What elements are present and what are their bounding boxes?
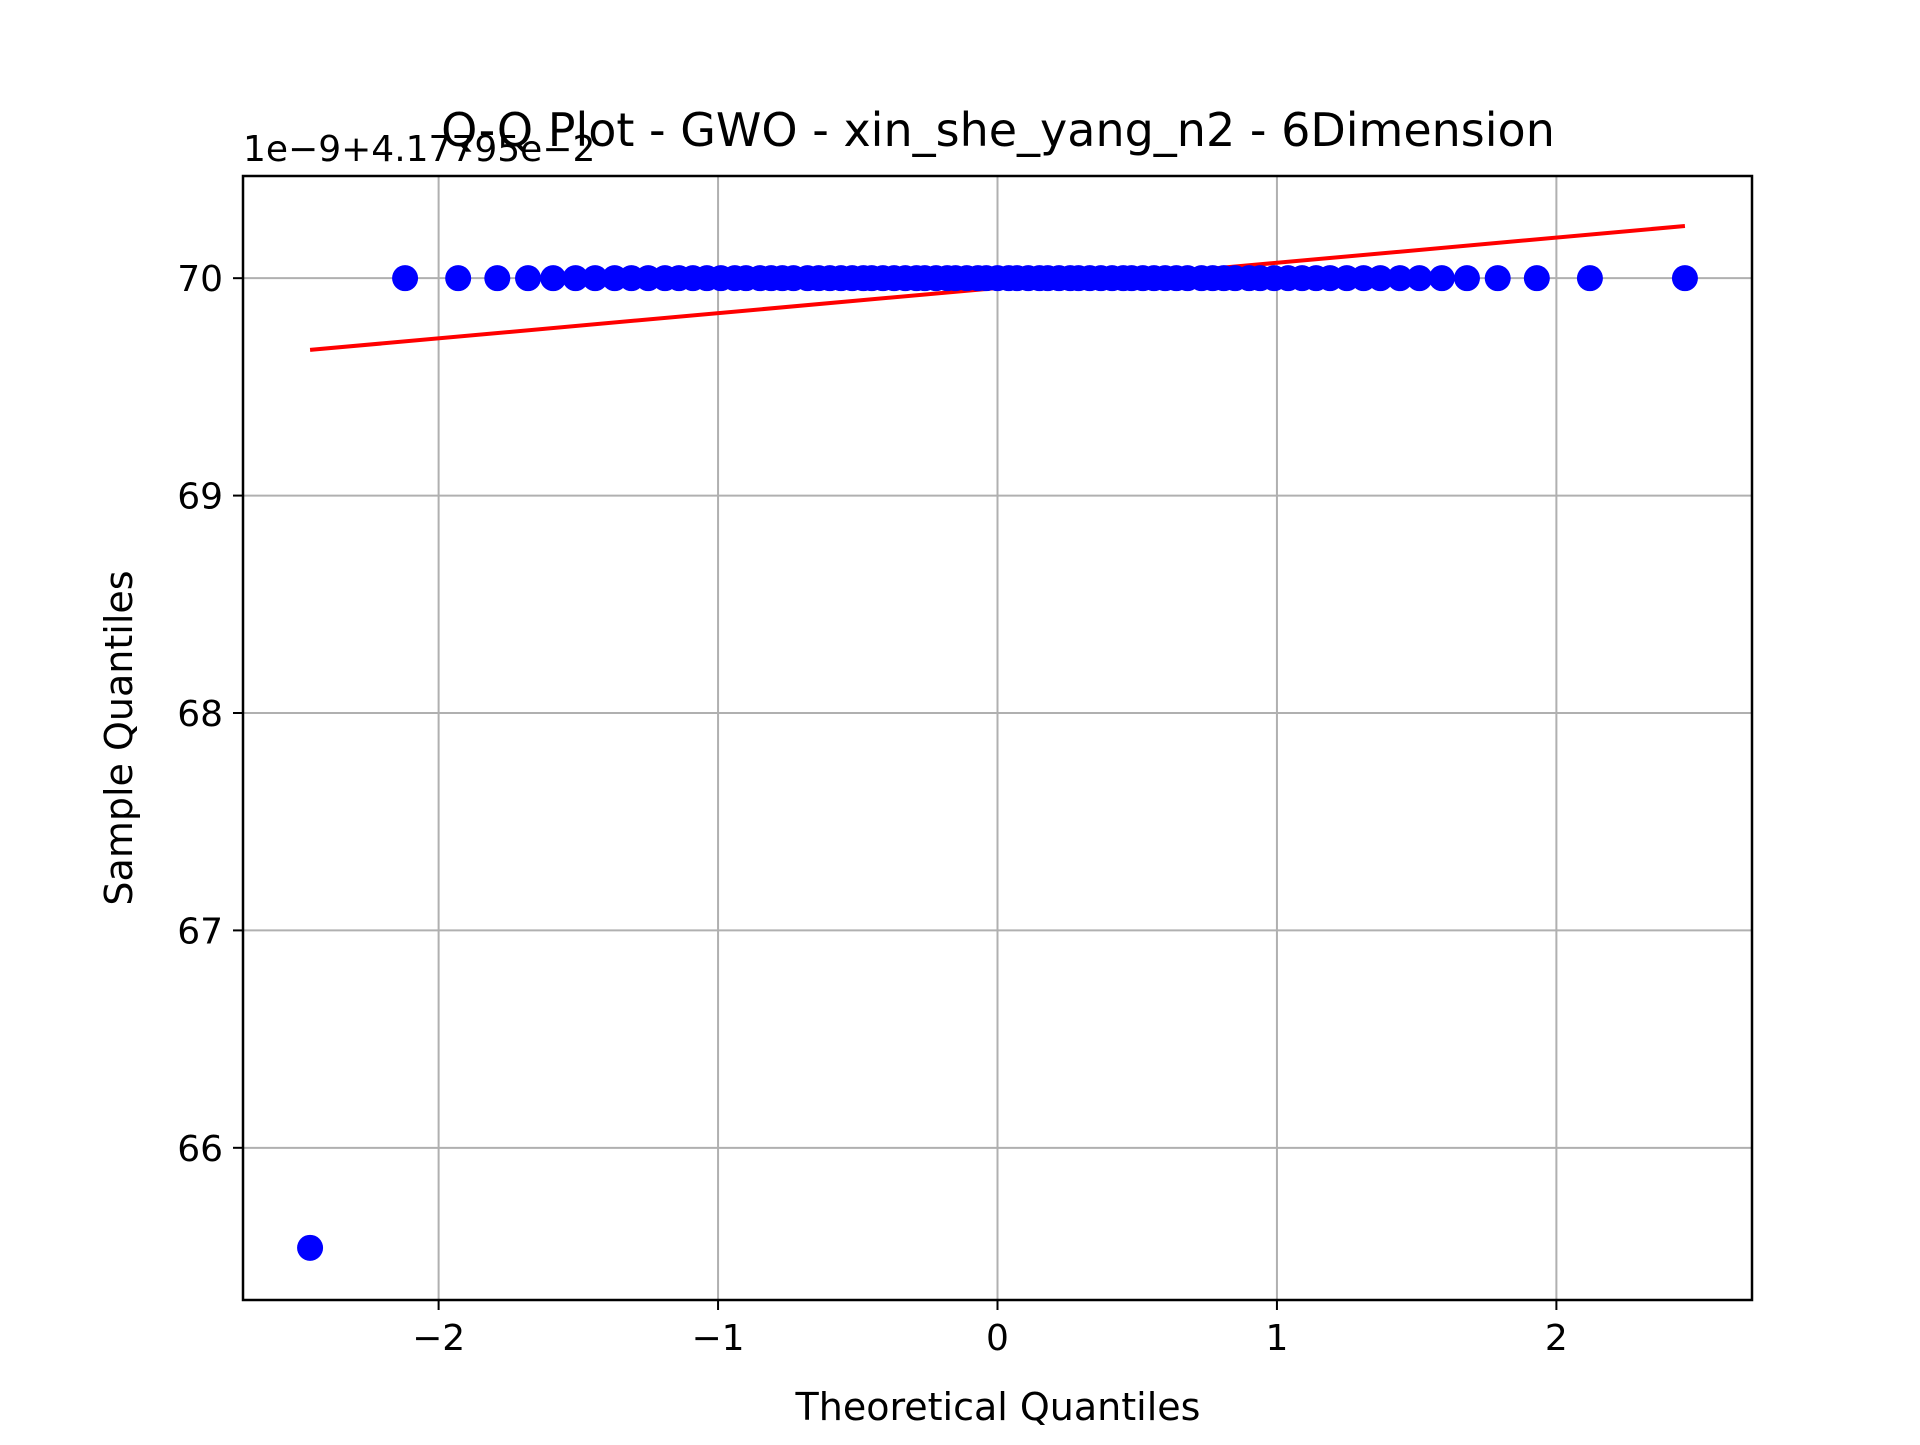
x-tick-label: 1 [1265,1318,1288,1359]
data-point [540,265,567,292]
x-axis-label: Theoretical Quantiles [795,1385,1201,1429]
x-tick-label: −2 [412,1318,465,1359]
axis-offset-text: 1e−9+4.17795e−2 [243,129,595,170]
data-point [1523,265,1550,292]
y-tick-label: 70 [177,259,223,300]
data-point [445,265,472,292]
data-point [562,265,589,292]
data-point [515,265,542,292]
chart-title: Q-Q Plot - GWO - xin_she_yang_n2 - 6Dime… [441,103,1555,157]
y-axis-label: Sample Quantiles [97,570,141,905]
y-tick-label: 68 [177,694,223,735]
data-point [582,265,609,292]
data-point [1428,265,1455,292]
data-point [1576,265,1603,292]
data-point [1367,265,1394,292]
ticks: −2 −1 0 1 2 66 67 68 69 70 [177,259,1568,1359]
data-point [1453,265,1480,292]
data-point [297,1234,324,1261]
data-point [484,265,511,292]
data-point [392,265,419,292]
data-point [1406,265,1433,292]
points-layer [297,265,1698,1261]
x-tick-label: 2 [1545,1318,1568,1359]
data-point [1386,265,1413,292]
x-tick-label: −1 [692,1318,745,1359]
data-point [1671,265,1698,292]
data-point [1484,265,1511,292]
y-tick-label: 69 [177,477,223,518]
y-tick-label: 66 [177,1129,223,1170]
y-tick-label: 67 [177,911,223,952]
x-tick-label: 0 [986,1318,1009,1359]
